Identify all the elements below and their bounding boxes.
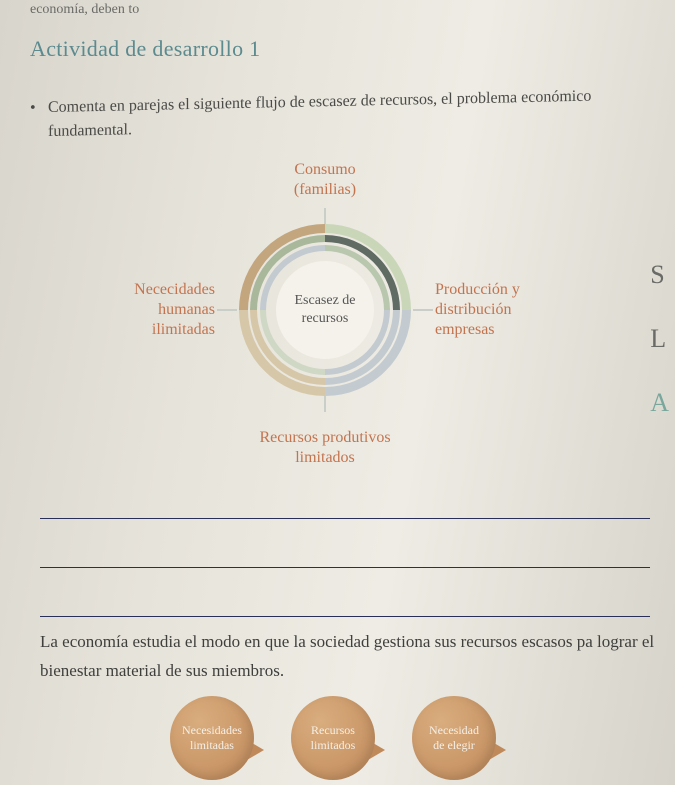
edge-letter: S — [650, 260, 669, 290]
diagram-label-left: Nececidades humanas ilimitadas — [134, 280, 215, 340]
diagram-stub-left — [217, 309, 237, 311]
body-paragraph: La economía estudia el modo en que la so… — [40, 628, 660, 686]
badge1-line1: Necesidades — [182, 723, 242, 737]
answer-line — [40, 470, 650, 519]
badge1-line2: limitadas — [190, 738, 234, 752]
answer-line — [40, 519, 650, 568]
badge2-line1: Recursos — [311, 723, 355, 737]
diagram-stub-bottom — [324, 396, 326, 412]
badge-circle: Necesidad de elegir — [412, 696, 496, 780]
edge-letter: L — [650, 324, 669, 354]
diagram-label-left-2: humanas — [158, 301, 215, 318]
badge3-line1: Necesidad — [429, 723, 479, 737]
badge-necesidades: Necesidades limitadas — [170, 700, 275, 778]
diagram-label-left-3: ilimitadas — [152, 321, 215, 338]
diagram-label-left-1: Nececidades — [134, 281, 215, 298]
cutoff-prev-text: economía, deben to — [30, 2, 640, 18]
badge-necesidad-elegir: Necesidad de elegir — [412, 700, 517, 778]
diagram-label-right: Producción y distribución empresas — [435, 280, 520, 340]
badge-circle: Necesidades limitadas — [170, 696, 254, 780]
next-page-edge-letters: S L A — [650, 260, 669, 418]
diagram-stub-right — [413, 309, 433, 311]
edge-letter: A — [650, 388, 669, 418]
diagram-label-bottom: Recursos produtivos limitados — [259, 428, 390, 468]
diagram-label-right-3: empresas — [435, 321, 495, 338]
badge-recursos: Recursos limitados — [291, 700, 396, 778]
activity-heading: Actividad de desarrollo 1 — [30, 36, 640, 62]
diagram-label-bottom-1: Recursos produtivos — [259, 429, 390, 446]
badge3-line2: de elegir — [433, 738, 475, 752]
diagram-label-top: Consumo (familias) — [294, 160, 356, 200]
diagram-center: Escasez de recursos — [276, 261, 374, 359]
answer-lines — [40, 470, 650, 617]
activity-instruction: Comenta en parejas el siguiente flujo de… — [30, 84, 640, 145]
diagram-label-right-2: distribución — [435, 301, 511, 318]
diagram-center-line2: recursos — [302, 311, 349, 326]
answer-line — [40, 568, 650, 617]
concept-badges: Necesidades limitadas Recursos limitados… — [170, 700, 517, 778]
diagram-label-top-1: Consumo — [294, 161, 355, 178]
scarcity-flow-diagram: Escasez de recursos Consumo (familias) P… — [155, 190, 495, 430]
diagram-label-top-2: (familias) — [294, 181, 356, 198]
diagram-stub-top — [324, 208, 326, 224]
diagram-center-line1: Escasez de — [294, 293, 355, 308]
badge2-line2: limitados — [311, 738, 356, 752]
diagram-label-right-1: Producción y — [435, 281, 520, 298]
diagram-label-bottom-2: limitados — [295, 449, 355, 466]
badge-circle: Recursos limitados — [291, 696, 375, 780]
